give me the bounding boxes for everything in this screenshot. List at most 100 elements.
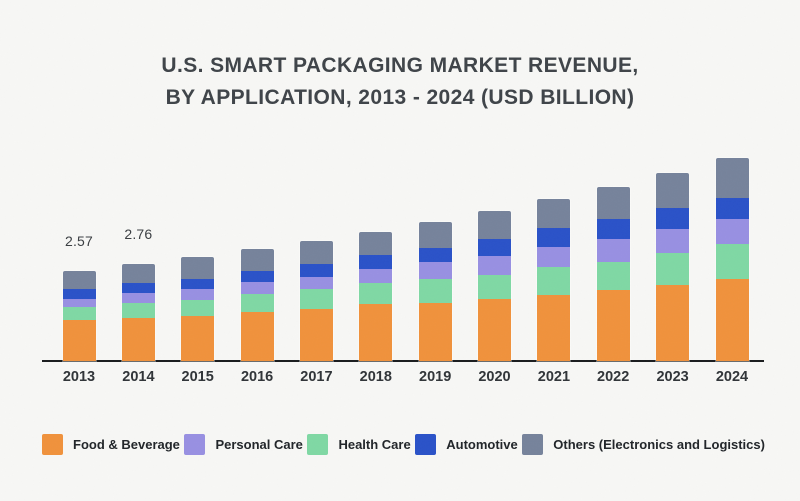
x-axis-label-2013: 2013 [62,369,96,385]
bar-2014 [121,264,155,361]
bar-2016 [240,249,274,361]
x-axis-label-2016: 2016 [240,369,274,385]
bar-segment-food-beverage-2022 [596,290,630,361]
bar-segment-automotive-2018 [359,255,393,269]
bar-segment-food-beverage-2017 [299,308,333,361]
bar-segment-automotive-2014 [121,283,155,294]
legend-item-automotive: Automotive [415,434,518,455]
bar-segment-others-electronics-and-logistics-2024 [715,157,749,198]
legend-swatch-health-care [307,434,329,455]
bar-segment-personal-care-2019 [418,262,452,280]
bar-segment-others-electronics-and-logistics-2016 [240,249,274,271]
bar-segment-health-care-2022 [596,261,630,290]
bar-segment-others-electronics-and-logistics-2017 [299,240,333,265]
bar-segment-food-beverage-2021 [537,294,571,361]
bar-2022 [596,187,630,361]
bar-segment-others-electronics-and-logistics-2014 [121,264,155,284]
bar-segment-personal-care-2014 [121,293,155,303]
bar-segment-personal-care-2016 [240,281,274,294]
bar-2021 [537,199,571,361]
bar-segment-automotive-2017 [299,264,333,278]
bar-segment-others-electronics-and-logistics-2013 [62,271,96,290]
bar-2018 [359,231,393,361]
bar-segment-personal-care-2022 [596,238,630,262]
legend-label-automotive: Automotive [446,437,518,452]
x-axis-label-2022: 2022 [597,369,630,385]
legend-item-food-beverage: Food & Beverage [42,434,180,455]
x-axis-label-2018: 2018 [359,369,392,385]
bar-segment-personal-care-2023 [656,228,690,253]
x-axis-label-2015: 2015 [181,369,214,385]
value-label-2014: 2.76 [124,226,153,243]
x-axis-label-2014: 2014 [122,369,155,385]
bar-segment-health-care-2016 [240,293,274,312]
legend-swatch-personal-care [184,434,206,455]
bar-segment-others-electronics-and-logistics-2022 [596,187,630,219]
bar-segment-others-electronics-and-logistics-2020 [478,211,511,239]
legend-item-others-electronics-and-logistics: Others (Electronics and Logistics) [522,434,765,455]
bar-2019 [418,221,452,361]
legend-swatch-food-beverage [42,434,63,455]
bar-2024 [715,157,749,361]
bar-segment-food-beverage-2018 [359,304,393,361]
legend: Food & Beverage Personal Care Health Care A… [42,434,765,455]
legend-label-health-care: Health Care [338,437,411,452]
bar-segment-health-care-2021 [537,267,571,295]
bar-segment-food-beverage-2015 [181,315,215,361]
bar-segment-others-electronics-and-logistics-2015 [181,257,215,279]
bar-segment-food-beverage-2013 [62,320,96,361]
bar-2017 [299,240,333,361]
value-label-2013: 2.57 [64,233,94,249]
bar-segment-health-care-2023 [656,252,690,285]
bar-segment-health-care-2018 [359,283,393,304]
x-axis-label-2023: 2023 [656,369,689,385]
bar-segment-personal-care-2018 [359,269,393,283]
bar-segment-health-care-2024 [715,243,749,280]
bar-segment-automotive-2024 [715,197,749,219]
bar-segment-automotive-2015 [181,278,215,290]
bar-segment-personal-care-2017 [299,277,333,289]
bar-2015 [181,257,215,361]
legend-swatch-others-electronics-and-logistics [522,434,544,455]
bar-segment-automotive-2016 [240,270,274,282]
x-axis-label-2020: 2020 [478,369,511,385]
bar-segment-health-care-2019 [418,279,452,303]
x-axis-label-2021: 2021 [537,369,571,385]
bar-segment-health-care-2020 [478,274,511,299]
bar-segment-food-beverage-2023 [656,284,690,361]
legend-label-food-beverage: Food & Beverage [73,437,180,452]
bar-segment-personal-care-2021 [537,246,571,268]
bar-segment-others-electronics-and-logistics-2023 [656,173,690,209]
bar-segment-personal-care-2015 [181,289,215,300]
bar-segment-food-beverage-2020 [478,298,511,361]
bar-segment-automotive-2023 [656,208,690,229]
bar-segment-automotive-2021 [537,228,571,247]
bar-2023 [656,173,690,361]
legend-label-personal-care: Personal Care [215,437,303,452]
bar-segment-others-electronics-and-logistics-2018 [359,231,393,256]
x-axis-label-2019: 2019 [419,369,452,385]
bar-segment-health-care-2017 [299,288,333,309]
x-axis-label-2024: 2024 [715,369,749,385]
bar-segment-food-beverage-2024 [715,279,749,361]
bar-segment-personal-care-2024 [715,218,749,244]
bar-2020 [478,211,511,361]
bar-segment-food-beverage-2016 [240,311,274,361]
legend-label-others-electronics-and-logistics: Others (Electronics and Logistics) [553,437,765,452]
bar-segment-automotive-2020 [478,238,511,257]
legend-item-health-care: Health Care [307,434,411,455]
bar-segment-automotive-2022 [596,218,630,239]
legend-swatch-automotive [415,434,437,455]
bar-segment-others-electronics-and-logistics-2019 [418,221,452,249]
bar-segment-automotive-2013 [62,289,96,300]
legend-item-personal-care: Personal Care [184,434,303,455]
bar-2013 [62,271,96,361]
bar-segment-food-beverage-2019 [418,302,452,361]
x-axis-label-2017: 2017 [300,369,333,385]
bar-segment-automotive-2019 [418,248,452,263]
bar-segment-food-beverage-2014 [121,317,155,361]
bar-segment-personal-care-2013 [62,299,96,308]
bar-segment-health-care-2014 [121,302,155,318]
